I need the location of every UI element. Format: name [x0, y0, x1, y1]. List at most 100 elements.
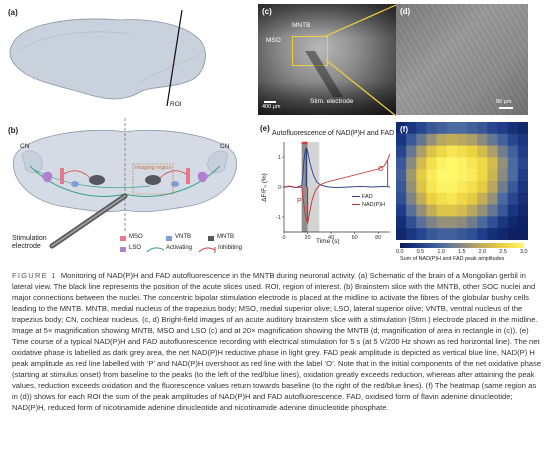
series-line-fad — [283, 146, 391, 189]
heatmap-cell — [426, 145, 438, 158]
panel-e: (e) Autofluorescence of NAD(P)H and FAD … — [258, 122, 396, 262]
heatmap-cell — [477, 169, 488, 182]
cn-right-label: CN — [220, 143, 230, 150]
legend-nadph-label: NAD(P)H — [362, 202, 385, 208]
legend-vntb: VNTB — [175, 234, 192, 240]
panel-d: (d) 80 μm — [396, 4, 528, 115]
heatmap-cell — [446, 122, 458, 135]
heatmap-cell — [426, 204, 438, 217]
heatmap-cell — [497, 204, 509, 217]
heatmap-cell — [517, 157, 528, 170]
heatmap-cell — [507, 216, 519, 229]
colorbar-tick-label: 0.5 — [416, 249, 425, 255]
heatmap-cell — [406, 133, 417, 146]
colorbar-tick-label: 3.0 — [520, 249, 528, 255]
heatmap-cell — [497, 216, 509, 229]
heatmap-cell — [426, 181, 438, 194]
heatmap-cell — [487, 204, 498, 217]
heatmap-cell — [406, 157, 417, 170]
heatmap-cell — [507, 169, 519, 182]
x-tick-label: 80 — [375, 235, 381, 241]
heatmap-cell — [487, 192, 498, 205]
heatmap-cell — [426, 216, 438, 229]
heatmap-cell — [396, 204, 407, 217]
heatmap-cell — [456, 192, 468, 205]
y-tick-label: -1 — [276, 215, 281, 221]
mso-label: MSO — [266, 37, 281, 44]
x-tick-label: 0 — [282, 235, 285, 241]
heatmap-cell — [467, 157, 478, 170]
activating-arrow-icon — [146, 247, 165, 253]
x-axis-label: Time (s) — [316, 238, 340, 245]
heatmap-cell — [497, 181, 509, 194]
panel-c: (c) MSO MNTB Stim. electrode 400 μm — [258, 4, 396, 115]
oxidative-phase-shading — [301, 142, 308, 232]
heatmap-cell — [507, 145, 519, 158]
heatmap-cell — [487, 228, 498, 240]
heatmap-cell — [456, 228, 468, 240]
heatmap-cell — [507, 181, 519, 194]
heatmap-cell — [507, 192, 519, 205]
colorbar-tick-label: 1.5 — [458, 249, 466, 255]
heatmap-cell — [467, 192, 478, 205]
heatmap-cell — [416, 169, 427, 182]
heatmap-cell — [487, 133, 498, 146]
heatmap-cell — [517, 192, 528, 205]
mntb-label: MNTB — [292, 22, 311, 29]
heatmap-cell — [406, 228, 417, 240]
panel-b-label: (b) — [8, 126, 19, 135]
legend-inhibiting: Inhibiting — [218, 245, 243, 251]
heatmap-cell — [406, 145, 417, 158]
heatmap-cell — [396, 122, 407, 135]
panel-e-label: (e) — [260, 124, 270, 133]
heatmap-cell — [467, 181, 478, 194]
heatmap-cell — [456, 169, 468, 182]
heatmap-cell — [467, 133, 478, 146]
heatmap-cell — [487, 216, 498, 229]
heatmap-cell — [507, 157, 519, 170]
series-line-nadph — [283, 153, 391, 225]
heatmap-cell — [396, 133, 407, 146]
heatmap-cell — [406, 122, 417, 135]
brainstem-slice-drawing — [13, 118, 237, 249]
inhibiting-arrow-icon — [198, 247, 216, 253]
heatmap-cell — [446, 133, 458, 146]
panel-f: (f) 0.0 0.5 1.0 1.5 2.0 2.5 3.0 Sum of NAD(P)H… — [396, 122, 528, 262]
heatmap-cell — [507, 133, 519, 146]
heatmap-cell — [517, 181, 528, 194]
legend-swatch-lso — [120, 247, 126, 252]
heatmap-cell — [416, 192, 427, 205]
heatmap-cell — [446, 228, 458, 240]
colorbar-ticks: 0.0 0.5 1.0 1.5 2.0 2.5 3.0 — [396, 249, 528, 257]
heatmap-cell — [396, 157, 407, 170]
heatmap-cell — [487, 157, 498, 170]
heatmap-cell — [446, 145, 458, 158]
heatmap-cell — [426, 122, 438, 135]
panel-c-label: (c) — [262, 7, 272, 16]
panel-d-label: (d) — [400, 7, 411, 16]
heatmap-cell — [497, 122, 509, 135]
heatmap-cell — [477, 133, 488, 146]
heatmap-cell — [426, 157, 438, 170]
heatmap-cell — [426, 192, 438, 205]
heatmap-cell — [406, 192, 417, 205]
heatmap-cell — [467, 145, 478, 158]
heatmap-cell — [396, 169, 407, 182]
heatmap-cell — [416, 228, 427, 240]
heatmap-cell — [436, 122, 448, 135]
scale-label-d: 80 μm — [496, 99, 512, 105]
reductive-phase-shading — [307, 142, 320, 232]
heatmap-cell — [416, 145, 427, 158]
figure-caption: FIGURE 1 Monitoring of NAD(P)H and FAD a… — [12, 270, 544, 413]
heatmap-cell — [456, 204, 468, 217]
y-axis-label: ΔF/F₀ (%) — [260, 173, 268, 202]
heatmap-cell — [507, 204, 519, 217]
heatmap-cell — [436, 204, 448, 217]
legend-swatch-vntb — [166, 236, 172, 241]
heatmap-cell — [517, 216, 528, 229]
legend-mso: MSO — [129, 234, 143, 240]
heatmap-cell — [426, 133, 438, 146]
heatmap-cell — [497, 169, 509, 182]
heatmap-cell — [406, 204, 417, 217]
